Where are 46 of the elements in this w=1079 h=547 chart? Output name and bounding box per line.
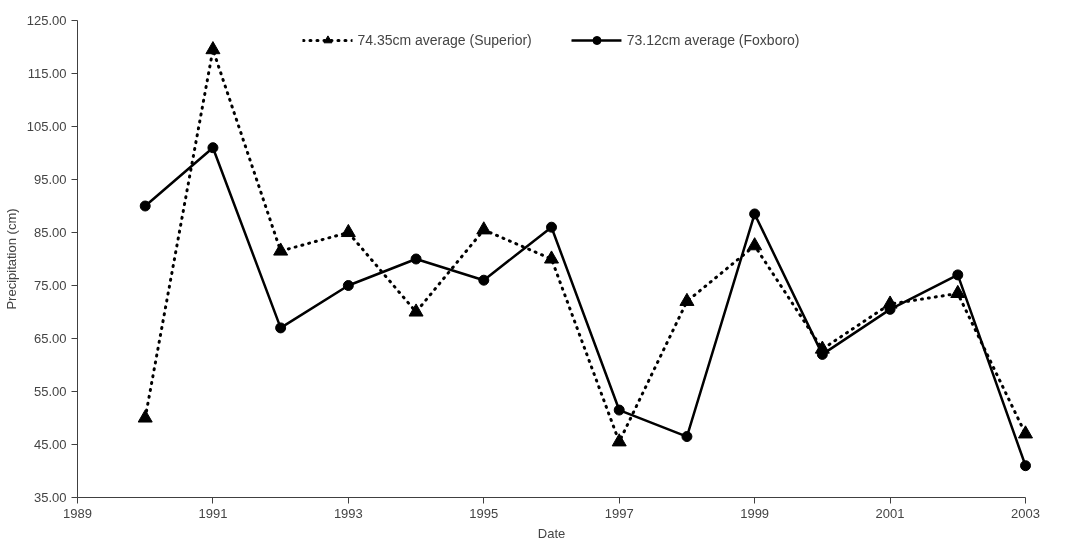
point <box>1020 460 1031 472</box>
point <box>476 221 492 235</box>
point <box>679 292 695 306</box>
y-tick-label: 75.00 <box>33 278 67 293</box>
point <box>205 41 221 55</box>
point <box>950 284 966 298</box>
x-tick-label: 1999 <box>740 505 770 521</box>
x-tick-label: 2001 <box>875 505 905 521</box>
point <box>275 322 287 334</box>
point <box>137 409 153 423</box>
point <box>207 142 219 154</box>
y-axis-title: Precipitation (cm) <box>3 208 19 310</box>
point <box>342 280 354 291</box>
point <box>681 431 693 443</box>
point <box>408 303 424 317</box>
point <box>613 404 625 416</box>
point <box>340 223 356 238</box>
legend-label: 73.12cm average (Foxboro) <box>626 32 800 48</box>
y-tick-label: 45.00 <box>33 437 67 452</box>
point <box>952 269 964 281</box>
point <box>139 200 151 212</box>
y-tick-label: 55.00 <box>33 384 67 399</box>
point <box>478 274 490 286</box>
y-tick-label: 115.00 <box>27 66 67 81</box>
point <box>611 433 627 447</box>
point <box>749 208 761 220</box>
point <box>544 250 559 264</box>
point <box>1018 425 1033 439</box>
x-tick-label: 1993 <box>333 505 363 521</box>
y-tick-label: 95.00 <box>33 172 67 187</box>
x-tick-label: 1989 <box>63 505 92 521</box>
y-tick-label: 85.00 <box>33 225 67 240</box>
point <box>546 221 557 233</box>
x-axis-title: Date <box>537 525 566 541</box>
point <box>273 242 289 256</box>
y-tick-label: 35.00 <box>33 490 67 505</box>
x-tick-label: 1997 <box>604 505 634 521</box>
point <box>747 237 763 251</box>
legend-label: 74.35cm average (Superior) <box>357 32 532 48</box>
x-tick-label: 1995 <box>469 505 499 521</box>
x-tick-label: 1991 <box>198 505 228 521</box>
y-tick-label: 105.00 <box>26 119 67 134</box>
x-tick-label: 2003 <box>1011 505 1040 521</box>
y-tick-label: 65.00 <box>33 331 67 346</box>
point <box>410 253 422 265</box>
y-tick-label: 125.00 <box>26 13 67 28</box>
